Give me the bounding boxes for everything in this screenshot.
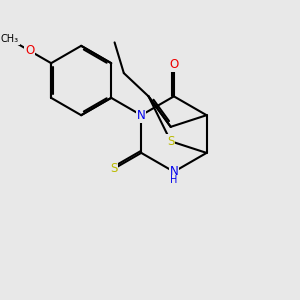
- Text: S: S: [110, 162, 117, 176]
- Text: O: O: [169, 58, 178, 71]
- Text: N: N: [169, 165, 178, 178]
- Text: CH₃: CH₃: [1, 34, 19, 44]
- Text: H: H: [170, 175, 178, 185]
- Text: O: O: [25, 44, 34, 57]
- Text: O: O: [25, 44, 34, 57]
- Text: S: S: [167, 135, 174, 148]
- Text: N: N: [169, 165, 178, 178]
- Text: N: N: [137, 109, 146, 122]
